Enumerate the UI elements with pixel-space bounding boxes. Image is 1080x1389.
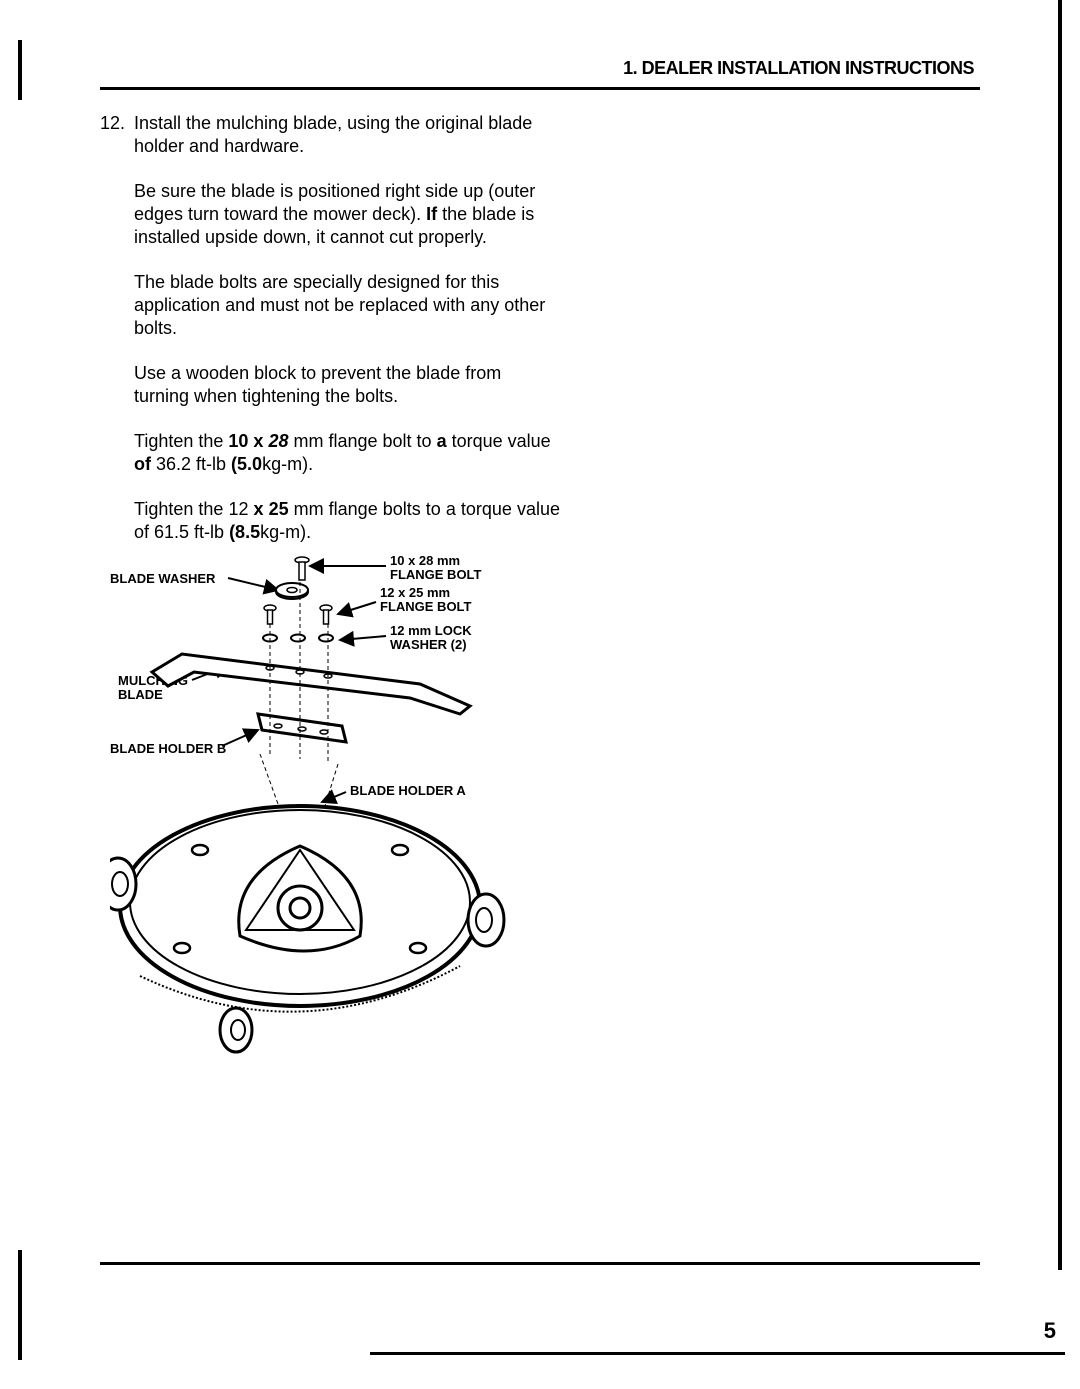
paragraph-6: Tighten the 12 x 25 mm flange bolts to a…	[134, 498, 560, 544]
page-content: 1. DEALER INSTALLATION INSTRUCTIONS 12. …	[100, 58, 980, 1074]
p2-if: If	[426, 204, 437, 224]
p5e: kg-m).	[262, 454, 313, 474]
p6a: Tighten the 12	[134, 499, 254, 519]
paragraph-2: Be sure the blade is positioned right si…	[134, 180, 560, 249]
p625: 25	[269, 499, 289, 519]
p5-a: a	[437, 431, 447, 451]
step-number: 12.	[100, 112, 134, 544]
footer-rule	[100, 1262, 980, 1265]
exploded-diagram: BLADE WASHER 10 x 28 mm FLANGE BOLT 12 x…	[110, 554, 610, 1074]
paragraph-5: Tighten the 10 x 28 mm flange bolt to a …	[134, 430, 560, 476]
p6x: x	[254, 499, 264, 519]
p5spec2: 28	[263, 431, 288, 451]
p6kg2: (8.5	[229, 522, 260, 542]
p5a: Tighten the	[134, 431, 228, 451]
p5d: 36.2 ft-lb	[151, 454, 231, 474]
step-body: Install the mulching blade, using the or…	[134, 112, 560, 544]
p6d: kg-m).	[260, 522, 311, 542]
p5c: torque value	[447, 431, 551, 451]
diagram-svg	[110, 554, 610, 1074]
p5kg1: (5.0	[231, 454, 262, 474]
section-header: 1. DEALER INSTALLATION INSTRUCTIONS	[100, 58, 980, 87]
p5-of: of	[134, 454, 151, 474]
p5b: mm flange bolt to	[288, 431, 436, 451]
footer-rule-2	[370, 1352, 1065, 1355]
page-number: 5	[1044, 1318, 1056, 1344]
paragraph-4: Use a wooden block to prevent the blade …	[134, 362, 560, 408]
p5spec1: 10 x	[228, 431, 263, 451]
paragraph-3: The blade bolts are specially designed f…	[134, 271, 560, 340]
text-column: 12. Install the mulching blade, using th…	[100, 90, 560, 1074]
paragraph-1: Install the mulching blade, using the or…	[134, 112, 560, 158]
